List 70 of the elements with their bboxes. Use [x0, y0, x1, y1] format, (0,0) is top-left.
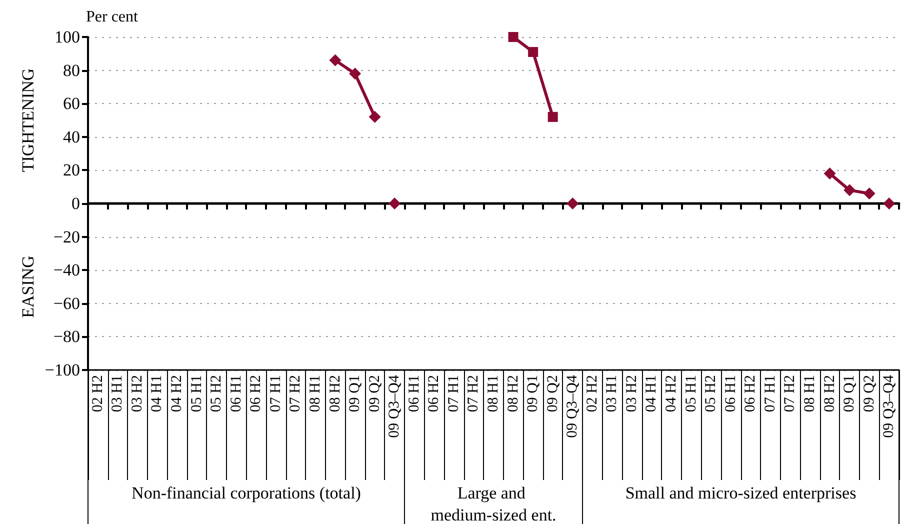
- point: [528, 46, 538, 57]
- x-tick-label: 09 Q3–Q4: [564, 374, 581, 438]
- x-tick-label: 09 Q3–Q4: [881, 374, 898, 438]
- y-tick-label: 0: [72, 194, 80, 213]
- x-tick-label: 04 H1: [644, 375, 660, 412]
- y-tick-label: 80: [63, 60, 80, 80]
- x-tick-label: 08 H2: [327, 375, 344, 412]
- y-tick-label: −40: [53, 260, 80, 280]
- point: [349, 68, 362, 80]
- text: TIGHTENING: [18, 68, 38, 172]
- y-tick-label: −100: [44, 360, 80, 380]
- y-tick-label: −60: [53, 294, 80, 313]
- point: [548, 112, 558, 122]
- x-tick-label: 07 H1: [446, 375, 462, 412]
- x-tick-label: 05 H2: [703, 375, 720, 412]
- x-tick-label: 06 H2: [248, 375, 264, 412]
- point: [883, 198, 896, 210]
- x-tick-label: 08 H2: [822, 375, 838, 412]
- text: Small and micro-sized enterprises: [625, 484, 856, 502]
- point: [329, 54, 342, 66]
- point: [844, 184, 856, 196]
- x-tick-label: 07 H2: [782, 375, 798, 412]
- x-tick-label: 09 Q2: [366, 375, 383, 412]
- x-tick-label: 09 Q1: [842, 375, 858, 412]
- x-tick-label: 07 H1: [268, 375, 284, 412]
- x-tick-label: 04 H2: [169, 375, 186, 412]
- point: [508, 32, 518, 42]
- y-tick-label: 60: [63, 94, 80, 114]
- x-tick-label: 03 H2: [624, 375, 640, 412]
- y-axis-title: Per cent: [86, 8, 139, 26]
- x-tick-label: 05 H1: [188, 375, 205, 412]
- x-tick-label: 06 H2: [742, 375, 759, 412]
- point: [863, 188, 876, 200]
- x-tick-label: 09 Q2: [861, 375, 878, 412]
- point: [368, 110, 381, 123]
- x-tick-label: 06 H2: [426, 375, 442, 412]
- x-tick-label: 06 H1: [722, 375, 739, 412]
- x-tick-label: 03 H1: [604, 375, 620, 412]
- x-tick-label: 07 H2: [288, 375, 304, 412]
- x-tick-label: 04 H2: [664, 375, 680, 412]
- y-tick-label: 100: [54, 28, 80, 46]
- x-tick-label: 08 H1: [486, 375, 502, 412]
- y-tick-label: 40: [63, 127, 80, 146]
- x-tick-label: 08 H1: [802, 375, 818, 412]
- point: [388, 198, 401, 210]
- x-tick-label: 03 H2: [129, 375, 146, 412]
- x-tick-label: 03 H1: [110, 375, 126, 412]
- y-tick-label: −20: [53, 227, 80, 246]
- x-tick-label: 07 H2: [466, 375, 482, 412]
- x-tick-label: 09 Q1: [525, 375, 542, 412]
- y-tick-label: 20: [63, 160, 80, 180]
- x-tick-label: 05 H1: [683, 375, 700, 412]
- text: EASING: [18, 256, 38, 318]
- x-tick-label: 05 H2: [208, 375, 225, 412]
- x-tick-label: 09 Q2: [544, 375, 561, 412]
- x-tick-label: 06 H1: [228, 375, 244, 412]
- x-tick-label: 06 H1: [406, 375, 422, 412]
- point: [824, 168, 836, 180]
- x-tick-label: 08 H2: [505, 375, 522, 412]
- x-tick-label: 08 H1: [307, 375, 324, 412]
- x-tick-label: 02 H2: [584, 375, 600, 412]
- y-tick-label: −80: [53, 327, 80, 346]
- x-tick-label: 09 Q3–Q4: [386, 374, 403, 438]
- x-tick-label: 07 H1: [762, 375, 778, 412]
- text: Non-financial corporations (total): [132, 484, 361, 502]
- x-tick-label: 04 H1: [149, 375, 166, 412]
- text: Large and medium-sized ent.: [430, 484, 556, 524]
- point: [566, 198, 579, 210]
- x-tick-label: 02 H2: [90, 375, 106, 412]
- x-tick-label: 09 Q1: [347, 375, 364, 412]
